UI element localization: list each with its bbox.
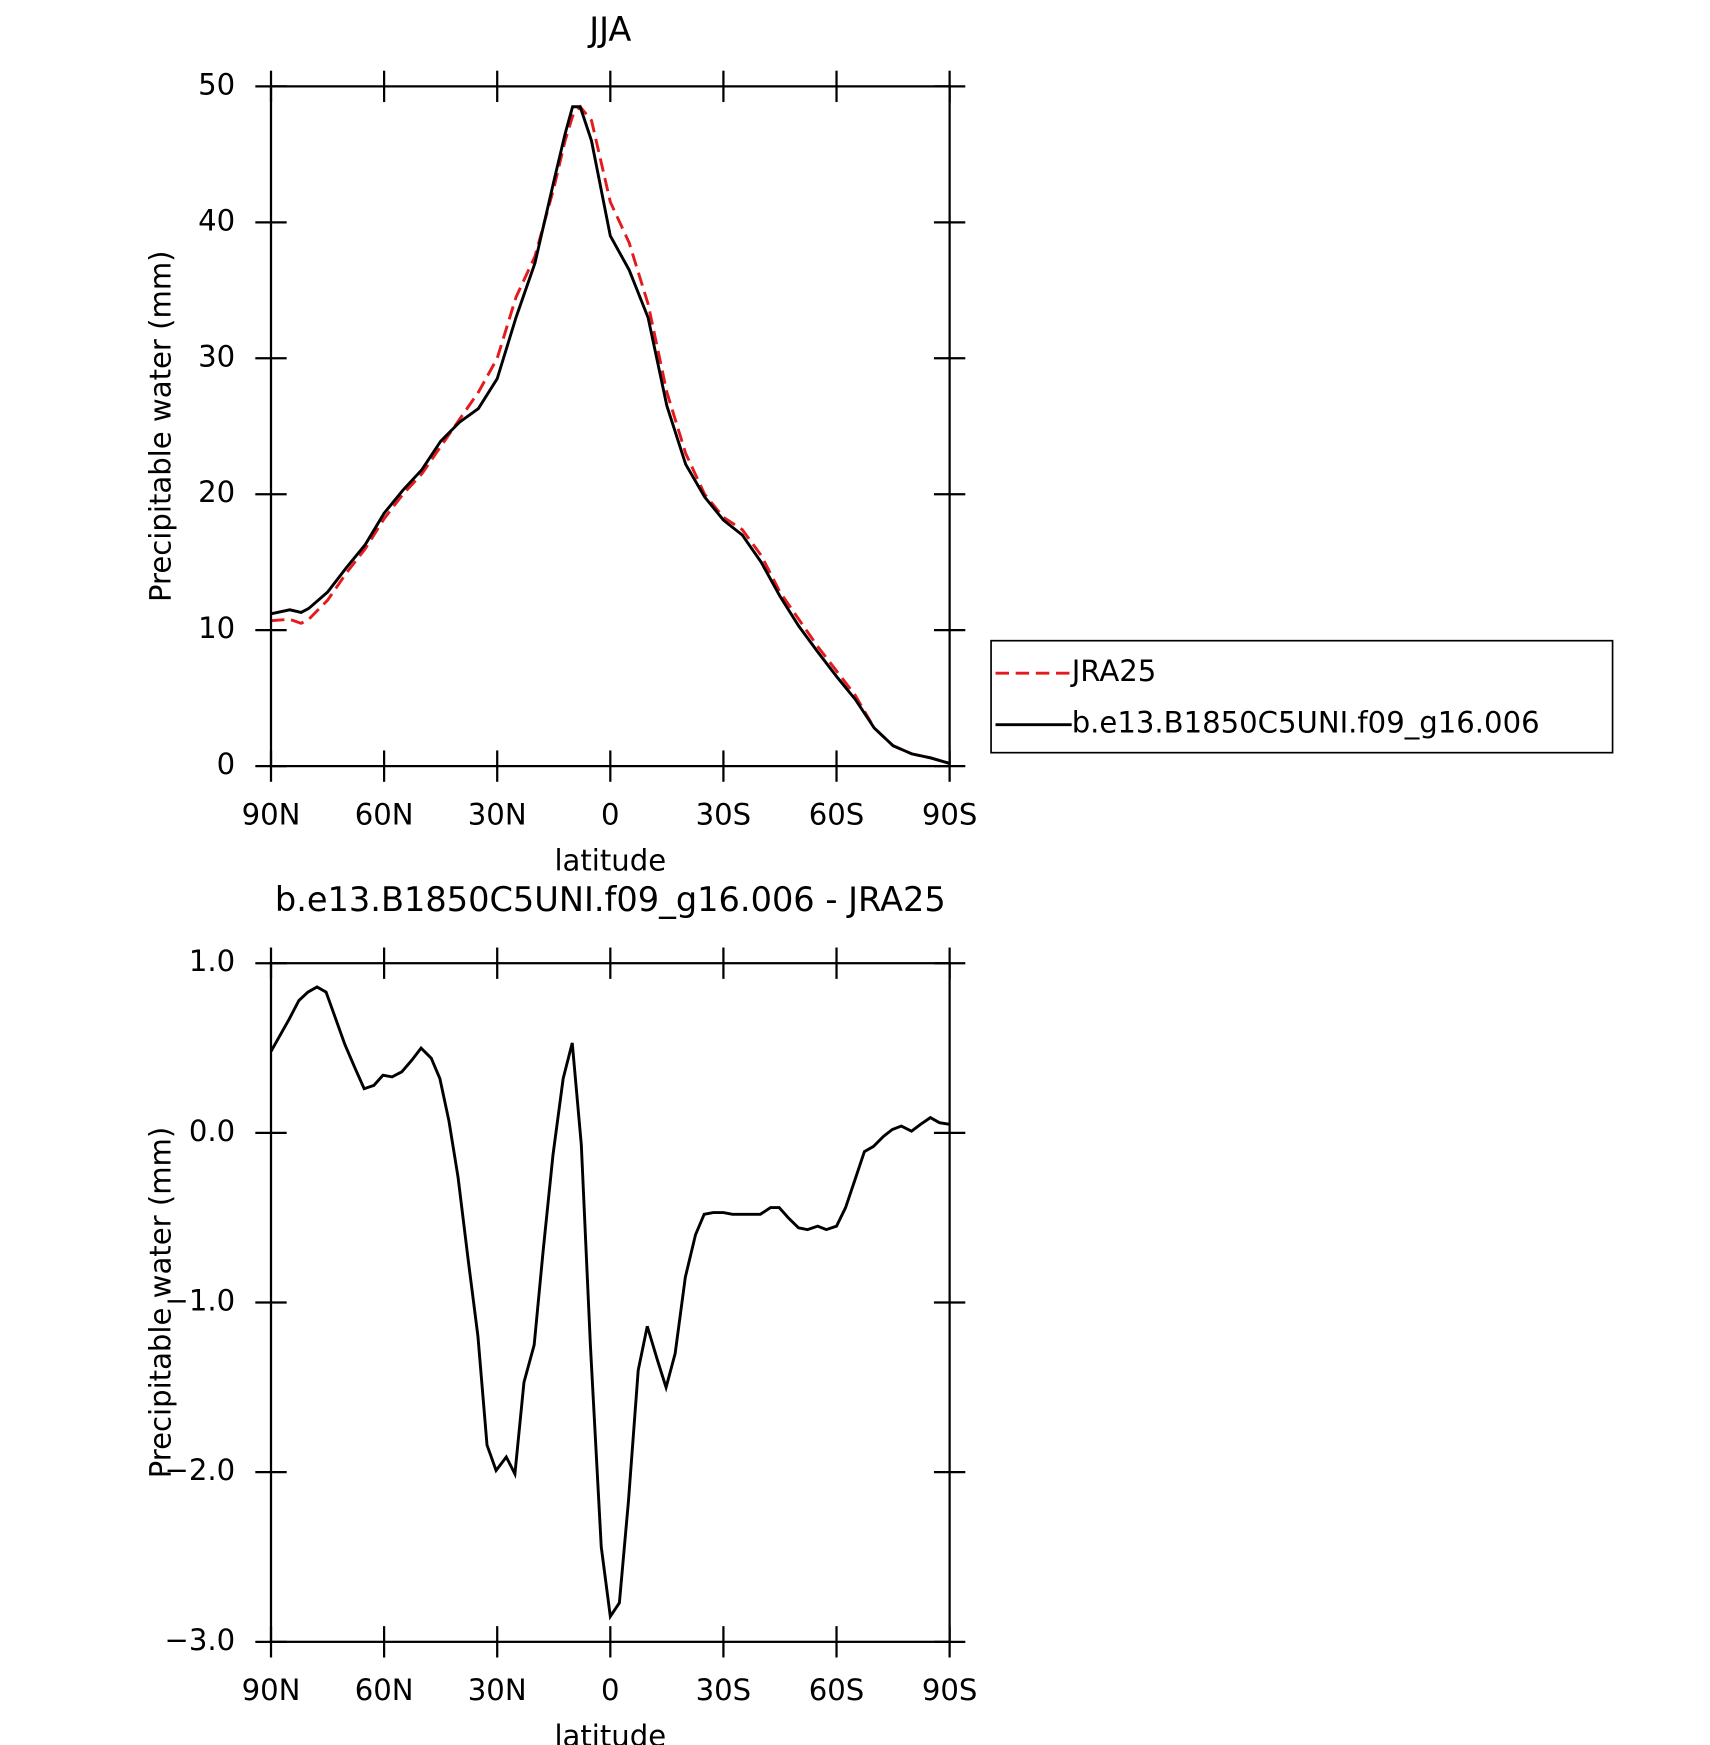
x-tick-label: 0 bbox=[601, 1673, 620, 1707]
x-tick-label: 60S bbox=[809, 1673, 865, 1707]
x-axis-label: latitude bbox=[554, 1719, 666, 1745]
y-tick-label: 1.0 bbox=[189, 944, 235, 978]
x-tick-label: 60N bbox=[355, 798, 414, 832]
y-tick-label: 40 bbox=[198, 203, 235, 237]
x-tick-label: 30N bbox=[468, 798, 527, 832]
y-tick-label: 10 bbox=[198, 611, 235, 645]
x-tick-label: 30S bbox=[696, 1673, 752, 1707]
x-tick-label: 90N bbox=[242, 1673, 301, 1707]
x-tick-label: 0 bbox=[601, 798, 620, 832]
chart-title: JJA bbox=[587, 10, 631, 49]
x-tick-label: 90S bbox=[922, 1673, 978, 1707]
x-tick-label: 90N bbox=[242, 798, 301, 832]
plot-frame bbox=[269, 962, 951, 1643]
x-axis-label: latitude bbox=[554, 843, 666, 877]
x-tick-label: 30N bbox=[468, 1673, 527, 1707]
x-tick-label: 90S bbox=[922, 798, 978, 832]
y-axis-label: Precipitable water (mm) bbox=[143, 250, 177, 602]
y-tick-label: 30 bbox=[198, 339, 235, 373]
legend-label: JRA25 bbox=[1070, 654, 1157, 688]
data-line bbox=[270, 105, 951, 765]
data-line bbox=[270, 104, 951, 765]
x-tick-label: 30S bbox=[696, 798, 752, 832]
data-line bbox=[269, 985, 950, 1621]
y-tick-label: 50 bbox=[198, 67, 235, 101]
y-tick-label: 0.0 bbox=[189, 1114, 235, 1148]
y-tick-label: −3.0 bbox=[164, 1623, 235, 1657]
y-tick-label: 0 bbox=[217, 747, 236, 781]
y-tick-label: −1.0 bbox=[164, 1284, 235, 1318]
chart-title: b.e13.B1850C5UNI.f09_g16.006 - JRA25 bbox=[275, 880, 946, 919]
x-tick-label: 60S bbox=[809, 798, 865, 832]
legend-box bbox=[990, 639, 1614, 754]
y-tick-label: 20 bbox=[198, 475, 235, 509]
y-tick-label: −2.0 bbox=[164, 1453, 235, 1487]
legend-label: b.e13.B1850C5UNI.f09_g16.006 bbox=[1072, 706, 1540, 740]
y-axis-label: Precipitable water (mm) bbox=[143, 1127, 177, 1479]
plot-frame bbox=[269, 85, 951, 768]
x-tick-label: 60N bbox=[355, 1673, 414, 1707]
legend: JRA25 b.e13.B1850C5UNI.f09_g16.006 bbox=[990, 639, 1614, 754]
